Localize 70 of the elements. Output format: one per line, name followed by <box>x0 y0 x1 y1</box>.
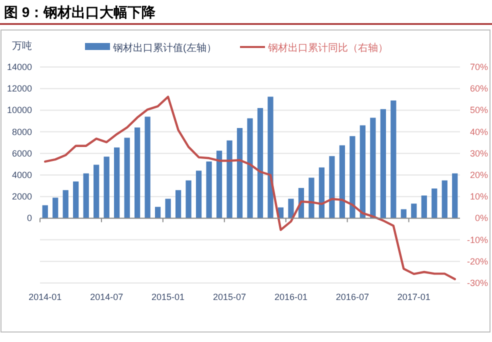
x-tick-label: 2015-01 <box>152 292 185 302</box>
x-tick-label: 2016-01 <box>274 292 308 302</box>
bar <box>42 205 48 218</box>
y-tick-label: 4000 <box>12 170 32 180</box>
bar <box>339 145 346 218</box>
bar <box>124 138 130 218</box>
x-tick-label: 2017-01 <box>397 292 430 302</box>
y-tick-label: 0 <box>26 213 32 224</box>
chart-title: 图 9：钢材出口大幅下降 <box>4 4 157 20</box>
bar <box>186 180 192 218</box>
bar <box>390 100 396 218</box>
y2-tick-label: -10% <box>466 234 488 245</box>
bar <box>268 96 274 218</box>
y-tick-label: 12000 <box>6 84 32 94</box>
y2-tick-label: 30% <box>470 148 488 158</box>
y-tick-label: 8000 <box>12 126 32 137</box>
y-tick-label: 14000 <box>6 62 32 72</box>
bar <box>62 190 68 218</box>
bar <box>257 108 264 218</box>
legend-label: 钢材出口累计同比（右轴） <box>267 42 388 54</box>
y2-tick-label: -20% <box>466 256 488 266</box>
bar <box>144 116 150 218</box>
bar <box>329 156 335 218</box>
bar <box>236 128 243 218</box>
y2-tick-label: -30% <box>466 278 488 288</box>
bar <box>400 209 406 218</box>
bar <box>134 127 140 218</box>
y2-tick-label: 50% <box>470 105 488 116</box>
bar <box>360 125 366 218</box>
bar <box>104 156 110 218</box>
x-tick-label: 2014-07 <box>90 292 124 302</box>
y2-tick-label: 60% <box>470 84 488 94</box>
bar <box>318 167 325 218</box>
bar <box>73 181 79 218</box>
bar <box>421 196 427 218</box>
bar <box>206 162 212 218</box>
y2-tick-label: 20% <box>470 170 488 180</box>
y-tick-label: 2000 <box>12 192 32 202</box>
y-axis-title: 万吨 <box>12 40 32 52</box>
legend-label: 钢材出口累计值(左轴） <box>112 42 216 54</box>
bar <box>308 178 314 218</box>
bar <box>226 140 232 218</box>
bar <box>442 180 448 218</box>
bar <box>432 188 438 218</box>
line-series <box>44 96 456 280</box>
bar <box>380 109 386 218</box>
x-tick-label: 2016-07 <box>336 292 369 302</box>
bar <box>165 198 171 218</box>
bar <box>288 198 294 218</box>
y2-tick-label: 0% <box>474 213 488 224</box>
x-tick-label: 2014-01 <box>28 292 62 302</box>
bar <box>247 118 253 218</box>
y2-tick-label: 70% <box>470 62 488 72</box>
bar <box>452 173 458 218</box>
bar <box>154 206 161 218</box>
bar <box>196 170 202 218</box>
bar <box>411 204 417 218</box>
y-tick-label: 6000 <box>12 148 32 158</box>
bar <box>52 198 58 218</box>
y-tick-label: 10000 <box>6 105 32 116</box>
bar <box>94 164 100 218</box>
bar <box>83 173 89 218</box>
bar <box>114 147 120 218</box>
y2-tick-label: 10% <box>470 192 488 202</box>
x-tick-label: 2015-07 <box>212 292 246 302</box>
bar <box>175 190 182 218</box>
y2-tick-label: 40% <box>470 126 488 137</box>
bar <box>216 150 222 218</box>
bar <box>350 136 356 218</box>
bar <box>370 118 376 218</box>
